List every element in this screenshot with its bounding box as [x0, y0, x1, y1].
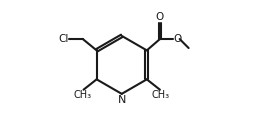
Text: CH₃: CH₃: [152, 90, 170, 100]
Text: O: O: [156, 12, 164, 22]
Text: N: N: [118, 95, 126, 104]
Text: CH₃: CH₃: [74, 90, 92, 100]
Text: O: O: [173, 34, 182, 44]
Text: Cl: Cl: [58, 34, 68, 44]
